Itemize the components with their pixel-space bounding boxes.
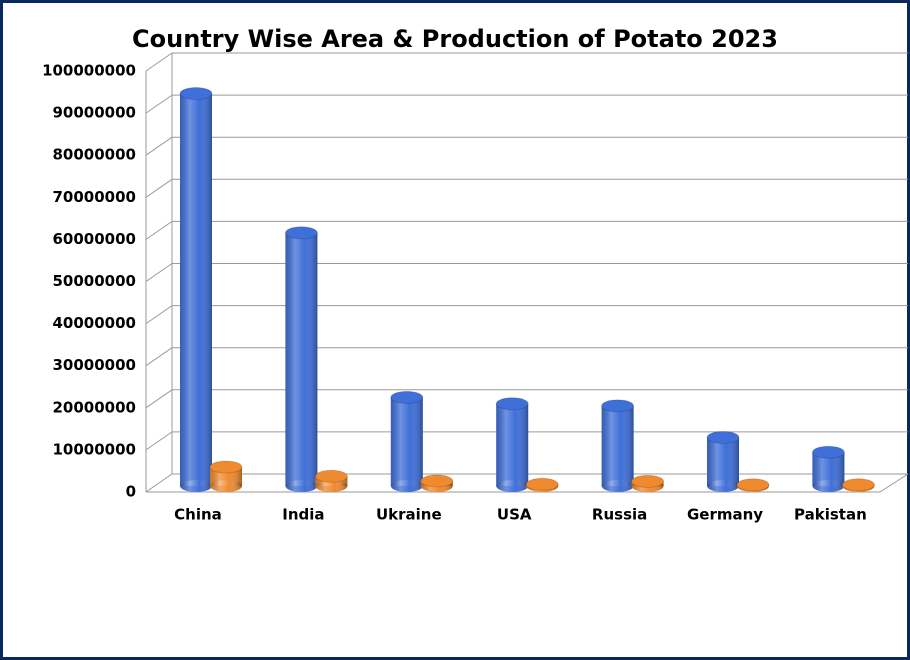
y-tick-label: 100000000 <box>42 62 136 80</box>
y-tick-label: 70000000 <box>53 188 137 206</box>
bar-cap <box>314 469 348 483</box>
bar-base-shade <box>601 480 634 492</box>
bar-base-shade <box>812 480 845 492</box>
x-tick-label: Pakistan <box>794 506 867 524</box>
x-tick-label: China <box>174 506 222 524</box>
y-tick-label: 0 <box>126 483 136 501</box>
bar-shade <box>707 437 739 486</box>
bar-cap <box>841 478 875 492</box>
x-tick-label: USA <box>497 506 532 524</box>
grid-line <box>145 136 173 156</box>
bar-cap <box>706 430 740 444</box>
y-tick-label: 20000000 <box>53 398 137 416</box>
bar-cap <box>736 478 770 492</box>
grid-line <box>145 178 173 198</box>
bar-cap <box>631 474 665 488</box>
bar-cap <box>495 397 529 411</box>
bar-cap <box>420 474 454 488</box>
bar-base-shade <box>285 480 318 492</box>
bar-base-shade <box>210 480 242 492</box>
bar-cap <box>209 460 243 474</box>
bar-shade <box>496 403 529 486</box>
bar-shade <box>601 405 634 486</box>
bar-cap <box>179 87 213 101</box>
y-tick-label: 30000000 <box>53 356 137 374</box>
y-tick-label: 60000000 <box>53 230 137 248</box>
y-tick-label: 40000000 <box>53 314 137 332</box>
bar-cap <box>811 445 845 459</box>
x-tick-label: Ukraine <box>376 506 442 524</box>
bar-cap <box>525 477 559 491</box>
grid-line <box>145 94 173 114</box>
bar-cap <box>601 399 635 413</box>
bar-base-shade <box>180 480 212 492</box>
grid-line <box>145 473 173 493</box>
x-tick-label: Russia <box>592 506 647 524</box>
x-tick-label: Germany <box>687 506 763 524</box>
grid-line <box>145 263 173 282</box>
bar-base-shade <box>390 480 423 492</box>
grid-line <box>145 305 173 325</box>
x-tick-label: India <box>282 506 324 524</box>
y-tick-label: 80000000 <box>53 146 137 164</box>
bar-base-shade <box>707 480 739 492</box>
bar-cap <box>284 226 318 240</box>
bar-shade <box>285 232 318 486</box>
grid-line <box>145 389 173 409</box>
grid-line <box>145 347 173 367</box>
bar-base-shade <box>496 480 529 492</box>
y-tick-label: 50000000 <box>53 272 137 290</box>
grid-line <box>145 220 173 240</box>
y-tick-label: 10000000 <box>53 440 137 458</box>
chart-title: Country Wise Area & Production of Potato… <box>132 25 778 53</box>
floor-line <box>879 473 909 493</box>
bar-shade <box>180 93 212 486</box>
bar-shade <box>390 397 423 486</box>
bar-cap <box>390 390 424 404</box>
bar-base-shade <box>315 480 348 492</box>
grid-line <box>145 52 173 72</box>
grid-line <box>145 431 173 451</box>
y-tick-label: 90000000 <box>53 104 137 122</box>
